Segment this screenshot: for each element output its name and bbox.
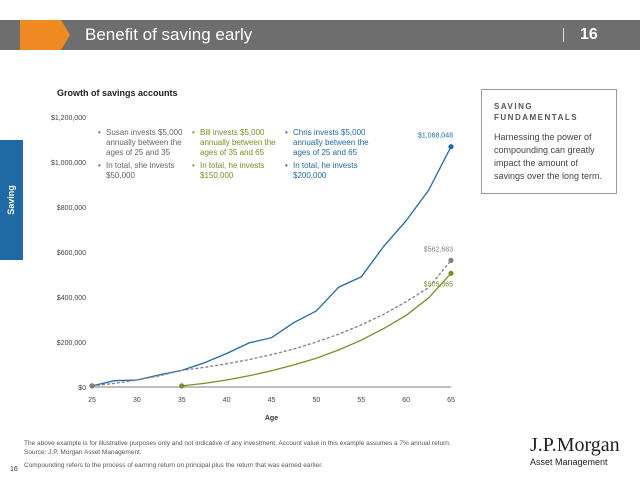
bill-end-label: $505,365 bbox=[424, 281, 453, 288]
chart-series bbox=[89, 144, 454, 389]
page-title: Benefit of saving early bbox=[85, 25, 253, 44]
header-bar bbox=[0, 20, 640, 50]
header-page-number: 16 bbox=[580, 26, 598, 43]
y-tick-label: $800,000 bbox=[57, 205, 86, 212]
legend-susan-line2: In total, she invests $50,000 bbox=[98, 161, 188, 181]
series-start-point bbox=[179, 383, 185, 389]
footnote-definition: Compounding refers to the process of ear… bbox=[24, 462, 323, 469]
series-start-point bbox=[89, 383, 95, 389]
x-tick-label: 25 bbox=[88, 397, 96, 404]
series-end-point bbox=[448, 144, 454, 150]
legend-chris-line2: In total, he invests $200,000 bbox=[285, 161, 375, 181]
legend-bill-line2: In total, he invests $150,000 bbox=[192, 161, 282, 181]
susan-series-line bbox=[91, 259, 452, 387]
x-axis-title: Age bbox=[265, 415, 278, 422]
y-tick-label: $1,200,000 bbox=[51, 115, 86, 122]
y-tick-label: $600,000 bbox=[57, 250, 86, 257]
fundamentals-heading-1: SAVING bbox=[494, 102, 534, 111]
y-tick-label: $400,000 bbox=[57, 295, 86, 302]
legend-susan-line1: Susan invests $5,000 annually between th… bbox=[98, 128, 188, 158]
jpmorgan-logo: J.P.Morgan bbox=[530, 434, 620, 456]
chart-axes: $0 $200,000 $400,000 $600,000 $800,000 $1,000… bbox=[51, 115, 455, 422]
header-divider bbox=[563, 28, 564, 42]
footnote-source: Source: J.P. Morgan Asset Management. bbox=[24, 449, 142, 456]
saving-fundamentals-box: SAVING FUNDAMENTALS Harnessing the power… bbox=[481, 89, 617, 194]
jpmorgan-logo-subtitle: Asset Management bbox=[530, 457, 608, 467]
fundamentals-heading-2: FUNDAMENTALS bbox=[494, 113, 579, 122]
fundamentals-body: Harnessing the power of compounding can … bbox=[494, 132, 603, 181]
legend-susan: Susan invests $5,000 annually between th… bbox=[98, 128, 188, 184]
x-tick-label: 35 bbox=[178, 397, 186, 404]
side-tab[interactable] bbox=[0, 140, 23, 260]
chart-end-labels: $1,068,048 $562,683 $505,365 bbox=[418, 133, 453, 289]
legend-chris: Chris invests $5,000 annually between th… bbox=[285, 128, 375, 184]
header-accent-arrow bbox=[20, 20, 70, 50]
x-tick-label: 60 bbox=[402, 397, 410, 404]
series-end-point bbox=[448, 270, 454, 276]
y-tick-label: $200,000 bbox=[57, 340, 86, 347]
x-tick-label: 50 bbox=[312, 397, 320, 404]
susan-end-label: $562,683 bbox=[424, 246, 453, 253]
x-tick-label: 55 bbox=[357, 397, 365, 404]
x-tick-label: 65 bbox=[447, 397, 455, 404]
chris-end-label: $1,068,048 bbox=[418, 133, 453, 140]
chart-title: Growth of savings accounts bbox=[57, 88, 178, 98]
x-tick-label: 40 bbox=[223, 397, 231, 404]
x-tick-label: 45 bbox=[268, 397, 276, 404]
legend-bill-line1: Bill invests $5,000 annually between the… bbox=[192, 128, 282, 158]
x-tick-label: 30 bbox=[133, 397, 141, 404]
bill-series-line bbox=[181, 272, 452, 387]
legend-bill: Bill invests $5,000 annually between the… bbox=[192, 128, 282, 184]
y-tick-label: $1,000,000 bbox=[51, 160, 86, 167]
footnote-disclaimer: The above example is for illustrative pu… bbox=[24, 440, 451, 447]
footer-page-number: 16 bbox=[10, 466, 18, 473]
y-tick-label: $0 bbox=[78, 385, 86, 392]
legend-chris-line1: Chris invests $5,000 annually between th… bbox=[285, 128, 375, 158]
series-end-point bbox=[448, 257, 454, 263]
